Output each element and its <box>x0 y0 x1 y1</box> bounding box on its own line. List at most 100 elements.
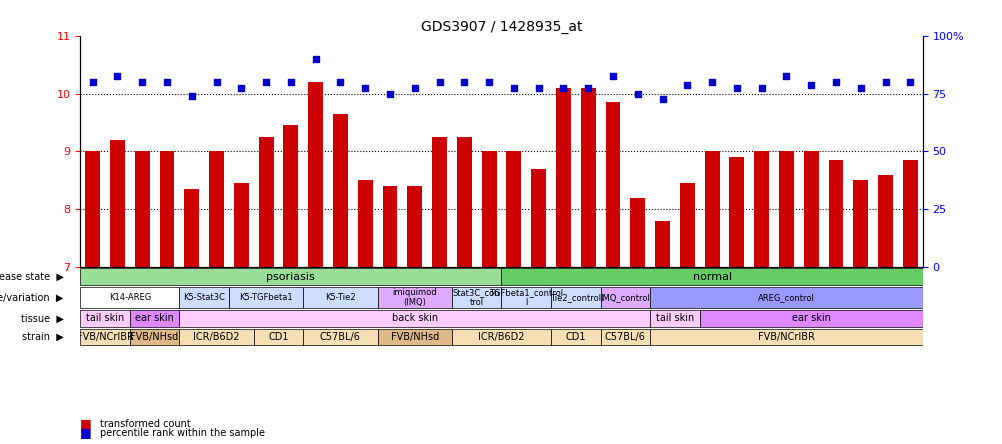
Point <box>456 78 472 85</box>
FancyBboxPatch shape <box>80 329 129 345</box>
Text: psoriasis: psoriasis <box>267 272 315 282</box>
Bar <box>754 151 769 267</box>
Point <box>134 78 150 85</box>
Bar <box>110 140 124 267</box>
Point <box>283 78 299 85</box>
Point <box>530 84 546 91</box>
Point <box>84 78 100 85</box>
Point <box>678 81 694 88</box>
FancyBboxPatch shape <box>179 310 649 327</box>
Text: IMQ_control: IMQ_control <box>600 293 649 302</box>
FancyBboxPatch shape <box>377 329 452 345</box>
Text: ICR/B6D2: ICR/B6D2 <box>193 332 239 342</box>
Point <box>308 55 324 62</box>
Point <box>258 78 274 85</box>
Bar <box>184 189 199 267</box>
FancyBboxPatch shape <box>600 287 649 308</box>
Text: C57BL/6: C57BL/6 <box>320 332 361 342</box>
Bar <box>358 180 373 267</box>
Bar <box>654 221 669 267</box>
FancyBboxPatch shape <box>550 287 600 308</box>
Bar <box>803 151 818 267</box>
Point <box>431 78 447 85</box>
Point <box>332 78 348 85</box>
FancyBboxPatch shape <box>80 287 179 308</box>
Point <box>505 84 521 91</box>
FancyBboxPatch shape <box>80 310 129 327</box>
Text: strain  ▶: strain ▶ <box>22 332 63 342</box>
Point <box>828 78 844 85</box>
Point <box>654 96 670 103</box>
Text: FVB/NHsd: FVB/NHsd <box>390 332 439 342</box>
FancyBboxPatch shape <box>129 310 179 327</box>
Bar <box>506 151 521 267</box>
Text: K5-Stat3C: K5-Stat3C <box>183 293 224 302</box>
Bar <box>457 137 471 267</box>
FancyBboxPatch shape <box>303 287 377 308</box>
FancyBboxPatch shape <box>228 287 303 308</box>
Bar <box>878 174 892 267</box>
Point <box>481 78 497 85</box>
Bar <box>284 125 298 267</box>
Text: ICR/B6D2: ICR/B6D2 <box>478 332 524 342</box>
Point <box>109 72 125 79</box>
Bar <box>432 137 447 267</box>
Point <box>852 84 868 91</box>
Bar <box>779 151 794 267</box>
Text: K5-TGFbeta1: K5-TGFbeta1 <box>239 293 293 302</box>
Text: FVB/NHsd: FVB/NHsd <box>130 332 178 342</box>
Bar <box>629 198 644 267</box>
FancyBboxPatch shape <box>649 310 699 327</box>
Text: C57BL/6: C57BL/6 <box>604 332 645 342</box>
FancyBboxPatch shape <box>699 310 922 327</box>
Text: back skin: back skin <box>392 313 438 324</box>
Point <box>877 78 893 85</box>
Bar <box>704 151 718 267</box>
Text: tail skin: tail skin <box>86 313 124 324</box>
Bar <box>902 160 917 267</box>
Text: transformed count: transformed count <box>100 419 190 429</box>
Bar <box>382 186 397 267</box>
Text: ■: ■ <box>80 417 92 431</box>
Point <box>604 72 620 79</box>
Text: Tie2_control: Tie2_control <box>550 293 601 302</box>
Text: imiquimod
(IMQ): imiquimod (IMQ) <box>392 288 437 307</box>
Text: CD1: CD1 <box>268 332 289 342</box>
Point <box>407 84 423 91</box>
Point <box>629 90 645 97</box>
FancyBboxPatch shape <box>600 329 649 345</box>
FancyBboxPatch shape <box>129 329 179 345</box>
Bar <box>233 183 248 267</box>
Point <box>382 90 398 97</box>
Point <box>703 78 719 85</box>
Text: ■: ■ <box>80 426 92 440</box>
Point <box>357 84 373 91</box>
Bar <box>308 82 323 267</box>
Bar <box>333 114 348 267</box>
Text: K5-Tie2: K5-Tie2 <box>325 293 356 302</box>
Title: GDS3907 / 1428935_at: GDS3907 / 1428935_at <box>420 20 582 35</box>
Bar <box>85 151 100 267</box>
Text: normal: normal <box>691 272 731 282</box>
FancyBboxPatch shape <box>179 329 254 345</box>
Bar <box>728 157 743 267</box>
Bar <box>208 151 223 267</box>
Point <box>778 72 794 79</box>
Text: AREG_control: AREG_control <box>758 293 814 302</box>
Point <box>555 84 571 91</box>
Bar <box>134 151 149 267</box>
Text: tissue  ▶: tissue ▶ <box>20 313 63 324</box>
Bar <box>679 183 694 267</box>
FancyBboxPatch shape <box>649 287 922 308</box>
FancyBboxPatch shape <box>377 287 452 308</box>
Point <box>233 84 249 91</box>
FancyBboxPatch shape <box>254 329 303 345</box>
FancyBboxPatch shape <box>649 329 922 345</box>
Text: Stat3C_con
trol: Stat3C_con trol <box>453 288 500 307</box>
FancyBboxPatch shape <box>501 287 550 308</box>
FancyBboxPatch shape <box>550 329 600 345</box>
Bar <box>555 88 570 267</box>
FancyBboxPatch shape <box>303 329 377 345</box>
Text: FVB/NCrIBR: FVB/NCrIBR <box>76 332 133 342</box>
Point <box>208 78 224 85</box>
